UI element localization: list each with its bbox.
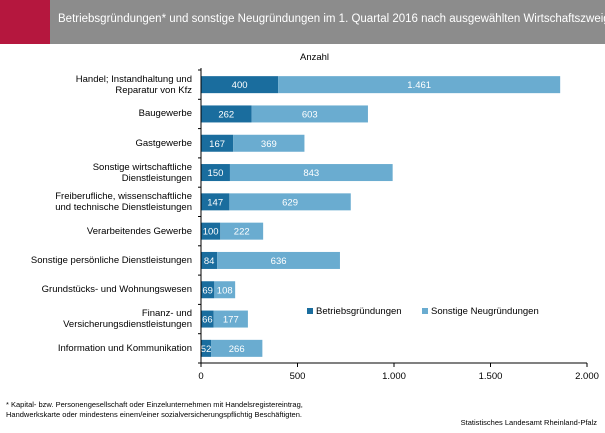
data-label-sonstige-2: 369: [261, 139, 277, 150]
legend-swatch-0: [307, 308, 313, 314]
data-label-sonstige-8: 177: [223, 315, 239, 326]
legend-label-1: Sonstige Neugründungen: [431, 306, 539, 317]
category-label-3: Sonstige wirtschaftliche Dienstleistungen: [93, 162, 192, 184]
bar-betrieb-5: [201, 222, 221, 240]
data-label-sonstige-4: 629: [282, 197, 298, 208]
data-label-betrieb-5: 100: [203, 227, 219, 238]
bar-sonstige-2: [233, 134, 305, 152]
source-note: Statistisches Landesamt Rheinland-Pfalz: [460, 418, 597, 427]
category-label-line: Finanz- und: [141, 308, 192, 320]
header-bar: [50, 0, 605, 44]
category-label-line: Dienstleistungen: [121, 172, 192, 184]
data-label-betrieb-9: 52: [201, 344, 212, 355]
data-label-betrieb-8: 66: [202, 315, 213, 326]
category-label-line: Freiberufliche, wissenschaftliche: [55, 190, 192, 202]
category-label-line: Verarbeitendes Gewerbe: [86, 225, 192, 237]
data-label-sonstige-5: 222: [234, 227, 250, 238]
category-label-8: Finanz- und Versicherungsdienstleistungen: [63, 308, 192, 330]
data-label-betrieb-4: 147: [207, 197, 223, 208]
data-label-betrieb-1: 262: [218, 109, 234, 120]
category-label-line: Handel; Instandhaltung und: [75, 73, 192, 85]
legend-label-0: Betriebsgründungen: [316, 306, 402, 317]
footnote-line-1: * Kapital- bzw. Personengesellschaft ode…: [6, 400, 303, 409]
bar-betrieb-1: [201, 105, 252, 123]
category-label-line: Reparatur von Kfz: [115, 84, 192, 96]
category-label-0: Handel; Instandhaltung und Reparatur von …: [76, 74, 192, 96]
data-label-betrieb-2: 167: [209, 139, 225, 150]
data-label-sonstige-0: 1.461: [407, 80, 431, 91]
bar-betrieb-9: [201, 339, 212, 357]
x-tick-label-1: 500: [290, 371, 306, 382]
bar-betrieb-7: [201, 281, 215, 299]
bar-sonstige-6: [217, 251, 340, 269]
data-label-betrieb-3: 150: [208, 168, 224, 179]
category-label-9: Information und Kommunikation: [58, 343, 192, 354]
bar-sonstige-8: [213, 310, 248, 328]
footnote-line-2: Handwerkskarte oder mindestens einem/ein…: [6, 410, 302, 419]
data-label-sonstige-7: 108: [217, 285, 233, 296]
category-label-line: Gastgewerbe: [135, 137, 192, 149]
category-label-2: Gastgewerbe: [135, 138, 192, 149]
data-label-sonstige-1: 603: [302, 109, 318, 120]
bar-sonstige-3: [229, 164, 393, 182]
bar-sonstige-9: [211, 339, 263, 357]
chart-title: Betriebsgründungen* und sonstige Neugrün…: [58, 13, 605, 25]
x-tick-label-4: 2.000: [575, 371, 599, 382]
bar-betrieb-8: [201, 310, 214, 328]
category-label-line: Versicherungsdienstleistungen: [63, 319, 192, 331]
bar-sonstige-4: [229, 193, 351, 211]
x-tick-label-2: 1.000: [382, 371, 406, 382]
legend-swatch-1: [422, 308, 428, 314]
category-label-6: Sonstige persönliche Dienstleistungen: [31, 255, 192, 266]
bar-betrieb-0: [201, 76, 279, 94]
data-label-sonstige-3: 843: [303, 168, 319, 179]
category-label-5: Verarbeitendes Gewerbe: [87, 226, 192, 237]
unit-label: Anzahl: [300, 52, 330, 63]
category-label-line: Sonstige persönliche Dienstleistungen: [30, 254, 192, 266]
data-label-betrieb-7: 69: [202, 285, 213, 296]
x-tick-label-0: 0: [198, 371, 203, 382]
bar-betrieb-6: [201, 251, 218, 269]
category-label-1: Baugewerbe: [139, 108, 192, 119]
data-label-betrieb-6: 84: [204, 256, 215, 267]
header-accent: [0, 0, 50, 44]
footnote: * Kapital- bzw. Personengesellschaft ode…: [6, 400, 446, 420]
bar-betrieb-3: [201, 164, 230, 182]
data-label-betrieb-0: 400: [232, 80, 248, 91]
data-label-sonstige-6: 636: [271, 256, 287, 267]
bar-betrieb-2: [201, 134, 234, 152]
x-tick-label-3: 1.500: [479, 371, 503, 382]
data-label-sonstige-9: 266: [229, 344, 245, 355]
category-label-line: und technische Dienstleistungen: [55, 201, 192, 213]
category-label-7: Grundstücks- und Wohnungswesen: [42, 284, 192, 295]
bar-sonstige-0: [278, 76, 561, 94]
bar-betrieb-4: [201, 193, 230, 211]
category-label-4: Freiberufliche, wissenschaftliche und tec…: [55, 191, 192, 213]
category-label-line: Information und Kommunikation: [57, 342, 192, 354]
category-label-line: Grundstücks- und Wohnungswesen: [41, 284, 192, 296]
bar-sonstige-1: [251, 105, 368, 123]
bar-sonstige-5: [220, 222, 264, 240]
bar-sonstige-7: [214, 281, 236, 299]
category-label-line: Sonstige wirtschaftliche: [92, 161, 192, 173]
category-label-line: Baugewerbe: [138, 108, 192, 120]
